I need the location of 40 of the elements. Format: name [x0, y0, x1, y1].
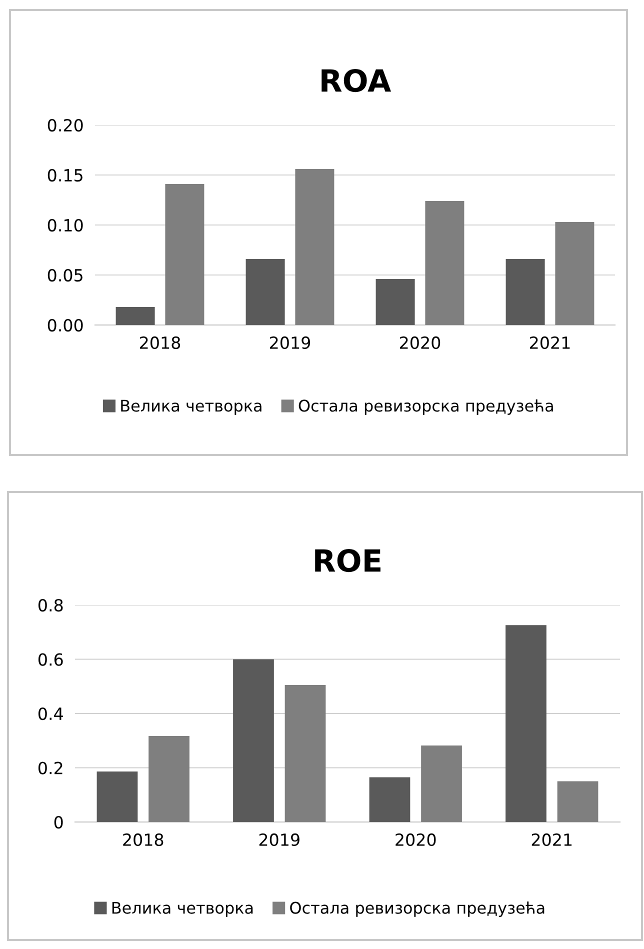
y-tick-label: 0.20 — [48, 118, 83, 132]
bar — [369, 777, 410, 822]
y-tick-label: 0.05 — [48, 268, 82, 282]
legend-label: Остала ревизорска предузећа — [290, 901, 544, 917]
bar — [284, 685, 326, 822]
bar — [246, 259, 285, 325]
bar — [295, 169, 334, 325]
bar — [506, 259, 545, 325]
y-tick-label: 0.2 — [38, 762, 62, 774]
bar — [376, 279, 415, 325]
bar — [148, 736, 190, 822]
chart-title: ROA — [322, 68, 392, 92]
y-tick-label: 0.00 — [48, 318, 83, 332]
y-tick-label: 0.8 — [38, 598, 63, 612]
x-tick-label: 2020 — [396, 833, 436, 846]
bar — [116, 307, 155, 325]
legend-label: Велика четворка — [121, 400, 262, 415]
x-tick-label: 2019 — [270, 336, 310, 350]
y-tick-label: 0 — [54, 816, 63, 829]
bar — [506, 625, 546, 822]
x-tick-label: 2021 — [530, 336, 570, 350]
bar — [555, 222, 594, 325]
x-tick-label: 2020 — [400, 336, 440, 350]
bar — [421, 746, 462, 822]
legend-label: Остала ревизорска предузећа — [298, 399, 553, 415]
y-tick-label: 0.4 — [38, 707, 63, 720]
y-tick-label: 0.6 — [38, 653, 63, 666]
y-tick-label: 0.10 — [48, 218, 83, 232]
chart-title: ROE — [315, 548, 380, 572]
bar — [96, 772, 138, 822]
x-tick-label: 2021 — [532, 833, 572, 846]
bar — [425, 201, 464, 325]
bar — [557, 781, 598, 822]
x-tick-label: 2018 — [140, 336, 180, 350]
y-tick-label: 0.15 — [48, 168, 82, 182]
x-tick-label: 2018 — [123, 833, 164, 846]
bar — [233, 659, 274, 822]
legend-label: Велика четворка — [112, 902, 253, 917]
bar — [165, 184, 204, 325]
x-tick-label: 2019 — [259, 833, 300, 846]
